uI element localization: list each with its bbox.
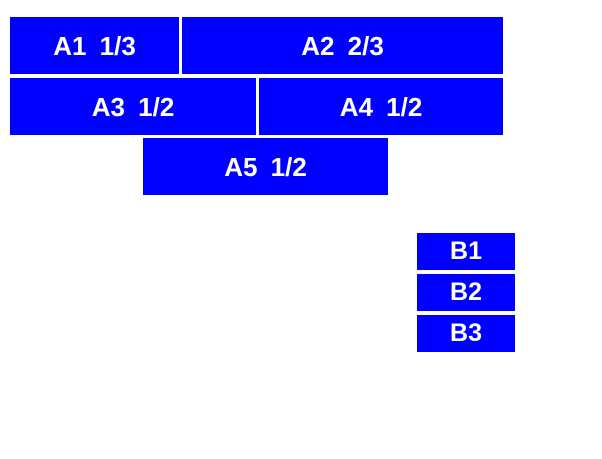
box-a5: A5 1/2 bbox=[143, 138, 388, 195]
box-b1: B1 bbox=[417, 233, 515, 270]
box-a3: A3 1/2 bbox=[10, 78, 256, 135]
box-b3: B3 bbox=[417, 315, 515, 352]
box-b2: B2 bbox=[417, 274, 515, 311]
box-a4: A4 1/2 bbox=[259, 78, 503, 135]
box-a1: A1 1/3 bbox=[10, 17, 179, 74]
box-a2: A2 2/3 bbox=[182, 17, 503, 74]
